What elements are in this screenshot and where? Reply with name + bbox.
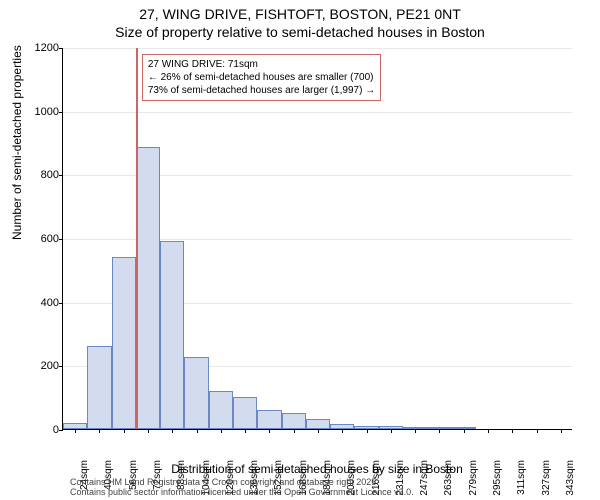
- histogram-bar: [282, 413, 306, 429]
- ytick-label: 400: [27, 297, 59, 309]
- y-axis-label: Number of semi-detached properties: [10, 45, 24, 240]
- xtick-mark: [294, 429, 295, 433]
- histogram-bar: [160, 241, 184, 429]
- ytick-label: 800: [27, 169, 59, 181]
- ytick-label: 600: [27, 233, 59, 245]
- xtick-mark: [342, 429, 343, 433]
- ytick-mark: [59, 239, 63, 240]
- attribution-line2: Contains public sector information licen…: [70, 488, 414, 498]
- xtick-mark: [464, 429, 465, 433]
- xtick-mark: [269, 429, 270, 433]
- xtick-mark: [197, 429, 198, 433]
- xtick-mark: [99, 429, 100, 433]
- xtick-mark: [367, 429, 368, 433]
- ytick-label: 200: [27, 360, 59, 372]
- reference-line: [136, 48, 138, 429]
- ytick-mark: [59, 366, 63, 367]
- attribution-text: Contains HM Land Registry data © Crown c…: [70, 478, 414, 498]
- xtick-mark: [488, 429, 489, 433]
- ytick-label: 1200: [27, 42, 59, 54]
- xtick-mark: [512, 429, 513, 433]
- xtick-mark: [75, 429, 76, 433]
- ytick-mark: [59, 112, 63, 113]
- xtick-mark: [124, 429, 125, 433]
- xtick-mark: [415, 429, 416, 433]
- histogram-bar: [136, 147, 160, 429]
- x-axis-label: Distribution of semi-detached houses by …: [62, 462, 572, 476]
- annotation-box: 27 WING DRIVE: 71sqm← 26% of semi-detach…: [142, 54, 381, 101]
- annotation-line3: 73% of semi-detached houses are larger (…: [148, 84, 375, 97]
- histogram-bar: [184, 357, 208, 429]
- chart-title-line2: Size of property relative to semi-detach…: [0, 24, 600, 40]
- chart-title-line1: 27, WING DRIVE, FISHTOFT, BOSTON, PE21 0…: [0, 6, 600, 22]
- histogram-bar: [233, 397, 257, 429]
- ytick-label: 1000: [27, 106, 59, 118]
- xtick-mark: [537, 429, 538, 433]
- xtick-mark: [391, 429, 392, 433]
- histogram-bar: [87, 346, 111, 429]
- ytick-mark: [59, 175, 63, 176]
- annotation-line1: 27 WING DRIVE: 71sqm: [148, 58, 375, 71]
- xtick-mark: [172, 429, 173, 433]
- xtick-mark: [561, 429, 562, 433]
- histogram-bar: [112, 257, 136, 429]
- histogram-bar: [306, 419, 330, 429]
- ytick-mark: [59, 303, 63, 304]
- xtick-mark: [245, 429, 246, 433]
- xtick-mark: [221, 429, 222, 433]
- histogram-bar: [257, 410, 281, 429]
- chart-container: 27, WING DRIVE, FISHTOFT, BOSTON, PE21 0…: [0, 0, 600, 500]
- ytick-mark: [59, 48, 63, 49]
- ytick-mark: [59, 430, 63, 431]
- gridline: [63, 112, 572, 113]
- plot-area: 02004006008001000120024sqm40sqm56sqm72sq…: [62, 48, 572, 430]
- gridline: [63, 48, 572, 49]
- xtick-mark: [148, 429, 149, 433]
- xtick-mark: [318, 429, 319, 433]
- annotation-line2: ← 26% of semi-detached houses are smalle…: [148, 71, 375, 84]
- xtick-mark: [439, 429, 440, 433]
- ytick-label: 0: [27, 424, 59, 436]
- histogram-bar: [209, 391, 233, 429]
